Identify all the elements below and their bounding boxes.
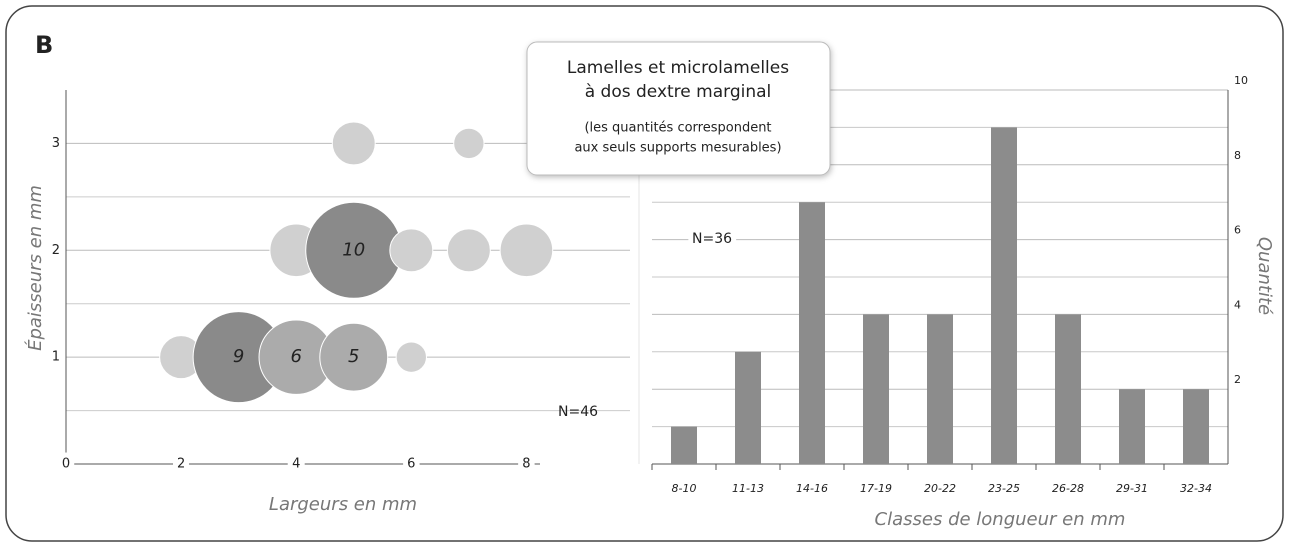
bar xyxy=(1055,314,1081,464)
bubble-label: 9 xyxy=(233,346,244,367)
y-tick-label: 8 xyxy=(1234,149,1241,162)
x-tick-label: 6 xyxy=(407,457,415,472)
title-line: à dos dextre marginal xyxy=(585,82,772,102)
y-axis-label: Quantité xyxy=(1254,237,1275,315)
y-tick-label: 6 xyxy=(1234,224,1241,237)
bubble xyxy=(389,228,434,273)
bar xyxy=(927,314,953,464)
y-tick-label: 10 xyxy=(1234,74,1248,87)
title-box: Lamelles et microlamelles à dos dextre m… xyxy=(526,41,831,176)
bar xyxy=(991,127,1017,465)
bubble xyxy=(446,228,491,273)
title-box-frame xyxy=(526,41,831,176)
panel-label: B xyxy=(35,31,53,59)
bubble xyxy=(331,121,376,166)
x-tick-label: 23-25 xyxy=(988,482,1020,495)
x-tick-label: 26-28 xyxy=(1052,482,1084,495)
note-line: (les quantités correspondent xyxy=(584,121,771,136)
x-tick-label: 4 xyxy=(292,457,300,472)
x-tick-label: 2 xyxy=(177,457,185,472)
bar xyxy=(1183,389,1209,464)
bubble xyxy=(453,127,485,160)
annotation: N=36 xyxy=(692,231,732,247)
bubble-label: 6 xyxy=(290,346,301,367)
x-tick-label: 8 xyxy=(522,457,530,472)
bar xyxy=(863,314,889,464)
y-tick-label: 3 xyxy=(52,136,60,151)
y-tick-label: 4 xyxy=(1234,298,1241,311)
x-tick-label: 11-13 xyxy=(732,482,764,495)
x-tick-label: 20-22 xyxy=(924,482,956,495)
x-tick-label: 0 xyxy=(62,457,70,472)
bubble xyxy=(395,341,427,373)
x-axis-label: Classes de longueur en mm xyxy=(875,509,1126,530)
y-tick-label: 1 xyxy=(52,350,60,365)
bubble-label: 5 xyxy=(348,346,359,367)
note-line: aux seuls supports mesurables) xyxy=(574,141,781,156)
x-tick-label: 32-34 xyxy=(1180,482,1212,495)
x-tick-label: 8-10 xyxy=(672,482,697,495)
x-tick-label: 29-31 xyxy=(1116,482,1148,495)
bubble-label: 10 xyxy=(342,239,365,260)
y-axis-label: Épaisseurs en mm xyxy=(24,185,46,351)
frame xyxy=(5,5,1284,542)
x-tick-label: 14-16 xyxy=(796,482,828,495)
bar xyxy=(1119,389,1145,464)
bar xyxy=(735,351,761,464)
bubble xyxy=(499,223,554,278)
title-line: Lamelles et microlamelles xyxy=(567,58,789,78)
annotation: N=46 xyxy=(558,404,598,420)
bar xyxy=(671,426,697,464)
x-axis-label: Largeurs en mm xyxy=(269,494,417,515)
x-tick-label: 17-19 xyxy=(860,482,892,495)
y-tick-label: 2 xyxy=(1234,373,1241,386)
bubble xyxy=(319,322,389,392)
bar xyxy=(799,202,825,464)
y-tick-label: 2 xyxy=(52,243,60,258)
